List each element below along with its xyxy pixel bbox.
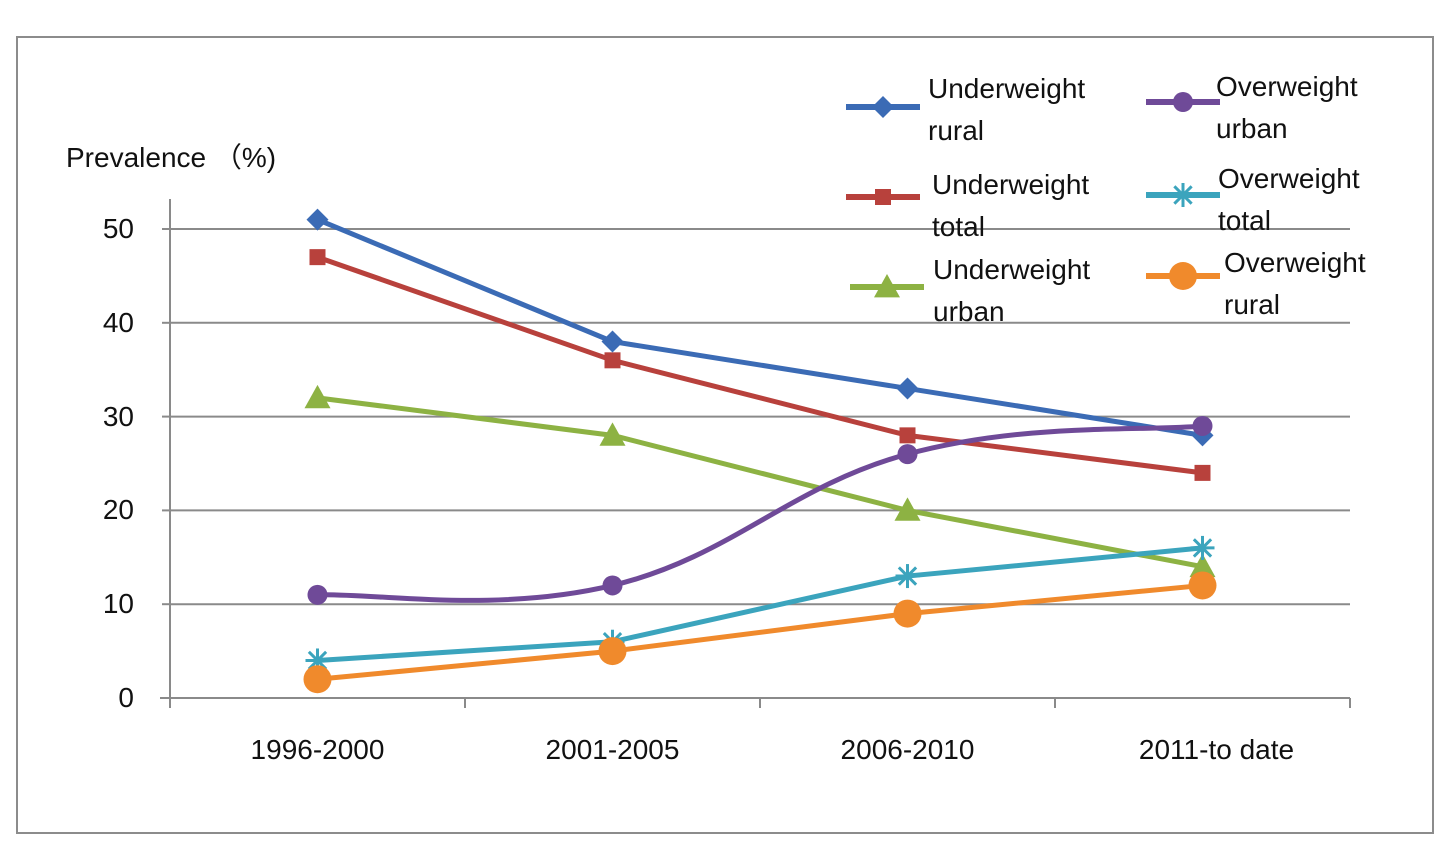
y-tick-label: 10 <box>102 588 134 620</box>
legend-marker-underweight-urban <box>874 274 900 298</box>
y-axis-label: Prevalence （%) <box>66 142 277 173</box>
data-point-overweight-rural <box>598 637 627 666</box>
data-point-overweight-rural <box>303 665 332 694</box>
y-tick-label: 40 <box>102 306 134 338</box>
x-tick-label: 2011-to date <box>1138 734 1295 765</box>
legend-label-overweight-total: Overweight total <box>1218 163 1360 236</box>
data-point-underweight-urban <box>1189 553 1216 578</box>
legend-marker-underweight-total <box>875 189 891 205</box>
data-point-underweight-total <box>604 352 621 369</box>
legend-marker-underweight-rural <box>872 96 894 118</box>
y-tick-label: 20 <box>102 494 134 526</box>
series-line-underweight-rural <box>316 217 1203 438</box>
data-point-overweight-rural <box>1188 571 1217 600</box>
data-point-overweight-urban <box>1192 415 1213 436</box>
y-tick-label: 50 <box>102 213 134 244</box>
series-line-underweight-total <box>316 254 1203 476</box>
data-point-underweight-total <box>309 249 326 266</box>
x-tick-label: 1996-2000 <box>250 734 385 765</box>
series-line-overweight-total <box>317 545 1203 663</box>
data-point-underweight-total <box>1194 464 1211 481</box>
y-tick-label: 0 <box>118 682 134 713</box>
data-point-overweight-urban <box>307 584 328 605</box>
legend-label-underweight-urban: Underweight urban <box>933 254 1091 327</box>
data-point-underweight-urban <box>894 497 921 521</box>
data-point-overweight-total <box>895 564 920 589</box>
legend-marker-overweight-urban <box>1173 92 1193 112</box>
data-point-underweight-rural <box>306 208 329 231</box>
legend-marker-overweight-rural <box>1169 262 1197 290</box>
y-tick-label: 30 <box>102 400 134 432</box>
series-line-underweight-urban <box>317 395 1203 570</box>
legend-label-underweight-total: Underweight total <box>932 169 1090 242</box>
x-tick-label: 2006-2010 <box>840 734 975 765</box>
data-point-underweight-urban <box>599 422 626 446</box>
legend-label-underweight-rural: Underweight rural <box>928 73 1086 146</box>
data-point-overweight-urban <box>897 444 918 465</box>
legend-marker-overweight-total <box>1171 183 1195 207</box>
x-tick-label: 2001-2005 <box>545 734 680 765</box>
series-line-overweight-rural <box>317 582 1203 682</box>
data-point-overweight-rural <box>893 599 922 628</box>
data-point-overweight-total <box>1190 535 1215 560</box>
data-point-overweight-urban <box>602 575 623 596</box>
legend-label-overweight-urban: Overweight urban <box>1216 71 1358 144</box>
data-point-underweight-total <box>899 427 916 444</box>
series-line-overweight-urban <box>317 423 1203 603</box>
data-point-underweight-rural <box>601 330 624 353</box>
data-point-underweight-rural <box>896 377 919 400</box>
legend-label-overweight-rural: Overweight rural <box>1224 247 1366 320</box>
data-point-underweight-urban <box>304 384 331 409</box>
